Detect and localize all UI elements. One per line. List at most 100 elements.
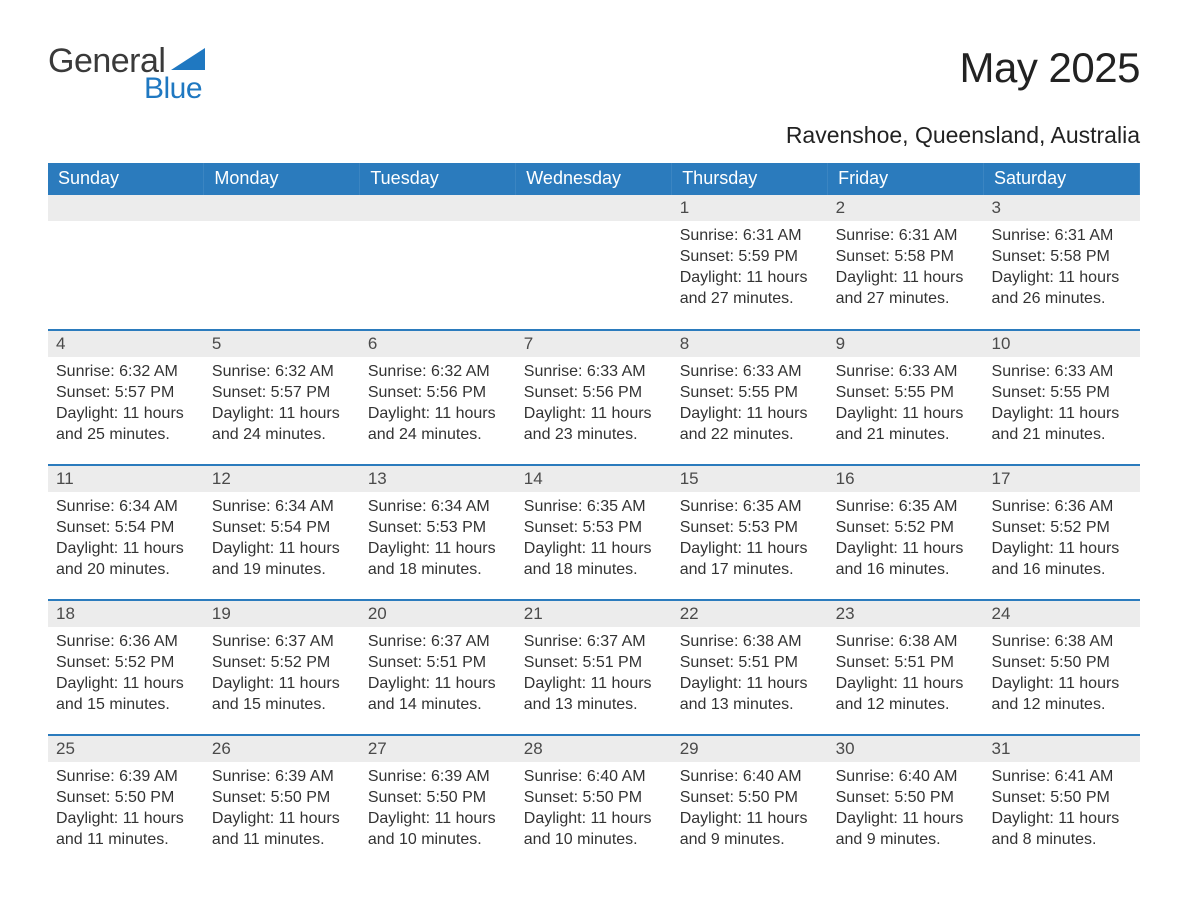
daylight-line: Daylight: 11 hours and 18 minutes. bbox=[524, 538, 664, 580]
calendar-day-cell: 15Sunrise: 6:35 AMSunset: 5:53 PMDayligh… bbox=[672, 465, 828, 600]
weekday-header: Thursday bbox=[672, 163, 828, 195]
weekday-header: Monday bbox=[204, 163, 360, 195]
daylight-line: Daylight: 11 hours and 15 minutes. bbox=[56, 673, 196, 715]
day-number: 10 bbox=[984, 331, 1140, 357]
daylight-line: Daylight: 11 hours and 9 minutes. bbox=[836, 808, 976, 850]
calendar-day-cell: 31Sunrise: 6:41 AMSunset: 5:50 PMDayligh… bbox=[984, 735, 1140, 870]
day-number: 25 bbox=[48, 736, 204, 762]
sunrise-line: Sunrise: 6:39 AM bbox=[368, 766, 508, 787]
day-data: Sunrise: 6:37 AMSunset: 5:52 PMDaylight:… bbox=[204, 627, 360, 715]
calendar-week-row: 25Sunrise: 6:39 AMSunset: 5:50 PMDayligh… bbox=[48, 735, 1140, 870]
daylight-line: Daylight: 11 hours and 23 minutes. bbox=[524, 403, 664, 445]
sunset-line: Sunset: 5:52 PM bbox=[992, 517, 1132, 538]
sunset-line: Sunset: 5:50 PM bbox=[992, 652, 1132, 673]
daylight-line: Daylight: 11 hours and 27 minutes. bbox=[836, 267, 976, 309]
sunset-line: Sunset: 5:53 PM bbox=[368, 517, 508, 538]
day-data: Sunrise: 6:33 AMSunset: 5:55 PMDaylight:… bbox=[984, 357, 1140, 445]
daylight-line: Daylight: 11 hours and 27 minutes. bbox=[680, 267, 820, 309]
daylight-line: Daylight: 11 hours and 14 minutes. bbox=[368, 673, 508, 715]
day-number: 21 bbox=[516, 601, 672, 627]
sunset-line: Sunset: 5:52 PM bbox=[56, 652, 196, 673]
calendar-day-cell: 25Sunrise: 6:39 AMSunset: 5:50 PMDayligh… bbox=[48, 735, 204, 870]
sunset-line: Sunset: 5:50 PM bbox=[680, 787, 820, 808]
calendar-day-cell: 17 Sunrise: 6:36 AMSunset: 5:52 PMDayligh… bbox=[984, 465, 1140, 600]
calendar-day-cell: 22Sunrise: 6:38 AMSunset: 5:51 PMDayligh… bbox=[672, 600, 828, 735]
day-number: 20 bbox=[360, 601, 516, 627]
daylight-line: Daylight: 11 hours and 24 minutes. bbox=[368, 403, 508, 445]
sunset-line: Sunset: 5:50 PM bbox=[212, 787, 352, 808]
sunset-line: Sunset: 5:50 PM bbox=[56, 787, 196, 808]
sunrise-line: Sunrise: 6:40 AM bbox=[680, 766, 820, 787]
day-number: 12 bbox=[204, 466, 360, 492]
calendar-day-cell: 28Sunrise: 6:40 AMSunset: 5:50 PMDayligh… bbox=[516, 735, 672, 870]
day-number-empty bbox=[48, 195, 204, 221]
calendar-day-cell bbox=[516, 195, 672, 330]
day-data: Sunrise: 6:33 AMSunset: 5:55 PMDaylight:… bbox=[672, 357, 828, 445]
calendar-day-cell: 13Sunrise: 6:34 AMSunset: 5:53 PMDayligh… bbox=[360, 465, 516, 600]
day-number: 3 bbox=[984, 195, 1140, 221]
daylight-line: Daylight: 11 hours and 16 minutes. bbox=[836, 538, 976, 580]
day-number: 22 bbox=[672, 601, 828, 627]
sunset-line: Sunset: 5:56 PM bbox=[524, 382, 664, 403]
sunrise-line: Sunrise: 6:36 AM bbox=[992, 496, 1132, 517]
sunrise-line: Sunrise: 6:38 AM bbox=[680, 631, 820, 652]
calendar-day-cell: 23Sunrise: 6:38 AMSunset: 5:51 PMDayligh… bbox=[828, 600, 984, 735]
calendar-body: 1Sunrise: 6:31 AMSunset: 5:59 PMDaylight… bbox=[48, 195, 1140, 870]
sunset-line: Sunset: 5:51 PM bbox=[524, 652, 664, 673]
day-number: 17 bbox=[984, 466, 1140, 492]
daylight-line: Daylight: 11 hours and 25 minutes. bbox=[56, 403, 196, 445]
sunrise-line: Sunrise: 6:41 AM bbox=[992, 766, 1132, 787]
daylight-line: Daylight: 11 hours and 13 minutes. bbox=[524, 673, 664, 715]
calendar-day-cell: 7Sunrise: 6:33 AMSunset: 5:56 PMDaylight… bbox=[516, 330, 672, 465]
daylight-line: Daylight: 11 hours and 12 minutes. bbox=[992, 673, 1132, 715]
sunset-line: Sunset: 5:57 PM bbox=[212, 382, 352, 403]
calendar-day-cell bbox=[360, 195, 516, 330]
calendar-day-cell: 12Sunrise: 6:34 AMSunset: 5:54 PMDayligh… bbox=[204, 465, 360, 600]
sunset-line: Sunset: 5:52 PM bbox=[836, 517, 976, 538]
daylight-line: Daylight: 11 hours and 16 minutes. bbox=[992, 538, 1132, 580]
day-number: 29 bbox=[672, 736, 828, 762]
sunset-line: Sunset: 5:57 PM bbox=[56, 382, 196, 403]
day-number: 6 bbox=[360, 331, 516, 357]
sunrise-line: Sunrise: 6:33 AM bbox=[992, 361, 1132, 382]
daylight-line: Daylight: 11 hours and 26 minutes. bbox=[992, 267, 1132, 309]
daylight-line: Daylight: 11 hours and 13 minutes. bbox=[680, 673, 820, 715]
sunset-line: Sunset: 5:50 PM bbox=[836, 787, 976, 808]
day-data: Sunrise: 6:38 AMSunset: 5:50 PMDaylight:… bbox=[984, 627, 1140, 715]
calendar-day-cell: 18Sunrise: 6:36 AMSunset: 5:52 PMDayligh… bbox=[48, 600, 204, 735]
day-number: 16 bbox=[828, 466, 984, 492]
sunset-line: Sunset: 5:59 PM bbox=[680, 246, 820, 267]
day-number: 19 bbox=[204, 601, 360, 627]
day-number: 24 bbox=[984, 601, 1140, 627]
sunrise-line: Sunrise: 6:32 AM bbox=[212, 361, 352, 382]
day-number-empty bbox=[516, 195, 672, 221]
sunset-line: Sunset: 5:58 PM bbox=[992, 246, 1132, 267]
sunrise-line: Sunrise: 6:35 AM bbox=[680, 496, 820, 517]
day-data: Sunrise: 6:35 AMSunset: 5:52 PMDaylight:… bbox=[828, 492, 984, 580]
daylight-line: Daylight: 11 hours and 9 minutes. bbox=[680, 808, 820, 850]
sunset-line: Sunset: 5:54 PM bbox=[56, 517, 196, 538]
daylight-line: Daylight: 11 hours and 22 minutes. bbox=[680, 403, 820, 445]
calendar-week-row: 4Sunrise: 6:32 AMSunset: 5:57 PMDaylight… bbox=[48, 330, 1140, 465]
calendar-day-cell: 11Sunrise: 6:34 AMSunset: 5:54 PMDayligh… bbox=[48, 465, 204, 600]
day-data: Sunrise: 6:35 AMSunset: 5:53 PMDaylight:… bbox=[516, 492, 672, 580]
sunrise-line: Sunrise: 6:37 AM bbox=[524, 631, 664, 652]
sunrise-line: Sunrise: 6:37 AM bbox=[368, 631, 508, 652]
sunset-line: Sunset: 5:53 PM bbox=[524, 517, 664, 538]
day-number: 9 bbox=[828, 331, 984, 357]
sunrise-line: Sunrise: 6:33 AM bbox=[836, 361, 976, 382]
day-data: Sunrise: 6:38 AMSunset: 5:51 PMDaylight:… bbox=[828, 627, 984, 715]
weekday-header-row: SundayMondayTuesdayWednesdayThursdayFrid… bbox=[48, 163, 1140, 195]
weekday-header: Saturday bbox=[984, 163, 1140, 195]
sunset-line: Sunset: 5:51 PM bbox=[368, 652, 508, 673]
sunrise-line: Sunrise: 6:34 AM bbox=[56, 496, 196, 517]
calendar-day-cell: 9Sunrise: 6:33 AMSunset: 5:55 PMDaylight… bbox=[828, 330, 984, 465]
daylight-line: Daylight: 11 hours and 11 minutes. bbox=[56, 808, 196, 850]
weekday-header: Friday bbox=[828, 163, 984, 195]
calendar-day-cell bbox=[204, 195, 360, 330]
day-number-empty bbox=[360, 195, 516, 221]
day-data: Sunrise: 6:37 AMSunset: 5:51 PMDaylight:… bbox=[516, 627, 672, 715]
day-data: Sunrise: 6:36 AMSunset: 5:52 PMDaylight:… bbox=[48, 627, 204, 715]
header: General Blue May 2025 Ravenshoe, Queensl… bbox=[48, 44, 1140, 149]
calendar-day-cell: 29 Sunrise: 6:40 AMSunset: 5:50 PMDayligh… bbox=[672, 735, 828, 870]
